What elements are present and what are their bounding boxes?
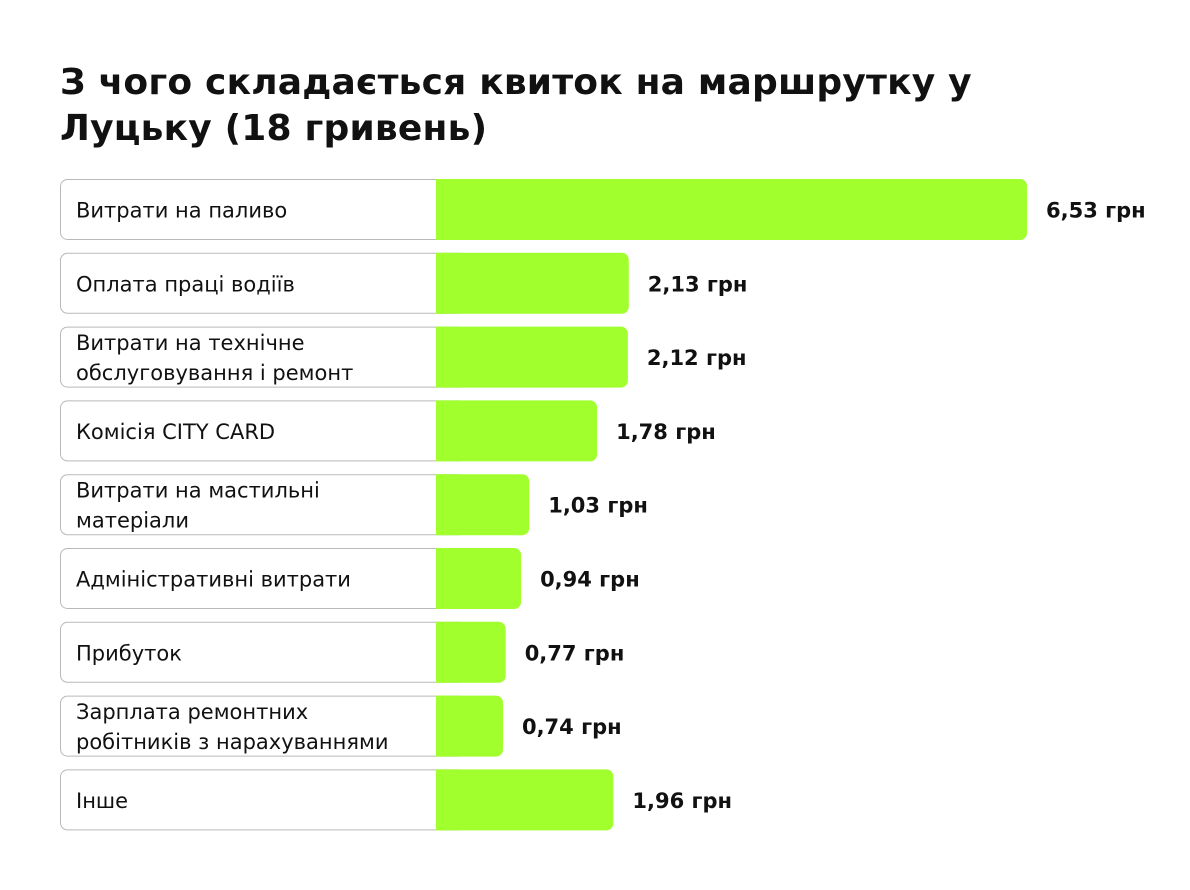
category-label: Витрати на мастильні [76, 479, 320, 503]
value-label: 6,53 грн [1046, 199, 1146, 223]
value-label: 2,12 грн [647, 346, 747, 370]
bar-left-cap [436, 400, 446, 462]
category-label: робітників з нарахуваннями [76, 730, 388, 754]
chart-row: Прибуток 0,77 грн [60, 621, 625, 683]
chart-title: З чого складається квиток на маршрутку у… [60, 62, 972, 149]
bar [436, 695, 503, 757]
bar [436, 400, 598, 462]
chart-row: Зарплата ремонтних робітників з нарахуван… [60, 695, 622, 757]
category-label: Оплата праці водіїв [76, 272, 295, 296]
chart-row: Інше 1,96 грн [60, 769, 732, 831]
bar [436, 769, 614, 831]
bar [436, 474, 530, 536]
category-label: Витрати на технічне [76, 331, 305, 355]
bar [436, 252, 629, 314]
chart-row: Оплата праці водіїв 2,13 грн [60, 252, 748, 314]
bar-left-cap [436, 695, 446, 757]
value-label: 0,77 грн [525, 641, 625, 665]
category-label: Витрати на паливо [76, 199, 287, 223]
bar-left-cap [436, 769, 446, 831]
bar-left-cap [436, 326, 446, 388]
value-label: 0,74 грн [522, 715, 622, 739]
bar-left-cap [436, 548, 446, 609]
category-label: Комісія CITY CARD [76, 420, 275, 444]
bar-left-cap [436, 179, 446, 240]
bar [436, 548, 522, 609]
chart-rows: Витрати на паливо 6,53 грн Оплата праці во… [60, 179, 1146, 831]
category-label: Прибуток [76, 641, 182, 665]
chart-row: Комісія CITY CARD 1,78 грн [60, 400, 716, 462]
category-label: матеріали [76, 509, 189, 533]
bar-left-cap [436, 474, 446, 536]
value-label: 1,96 грн [632, 789, 732, 813]
value-label: 1,78 грн [616, 420, 716, 444]
category-label: Інше [76, 789, 128, 813]
value-label: 2,13 грн [648, 272, 748, 296]
bar [436, 326, 628, 388]
chart-row: Витрати на паливо 6,53 грн [60, 179, 1146, 240]
chart-row: Витрати на мастильні матеріали 1,03 грн [60, 474, 648, 536]
category-label: Зарплата ремонтних [76, 700, 308, 724]
bar-left-cap [436, 252, 446, 314]
value-label: 0,94 грн [540, 568, 640, 592]
bar [436, 179, 1027, 240]
chart-row: Витрати на технічне обслуговування і ремо… [60, 326, 747, 388]
category-label: обслуговування і ремонт [76, 361, 353, 385]
value-label: 1,03 грн [548, 494, 648, 518]
bar-left-cap [436, 621, 446, 683]
category-label: Адміністративні витрати [76, 568, 351, 592]
bar [436, 621, 506, 683]
chart-row: Адміністративні витрати 0,94 грн [60, 548, 640, 609]
